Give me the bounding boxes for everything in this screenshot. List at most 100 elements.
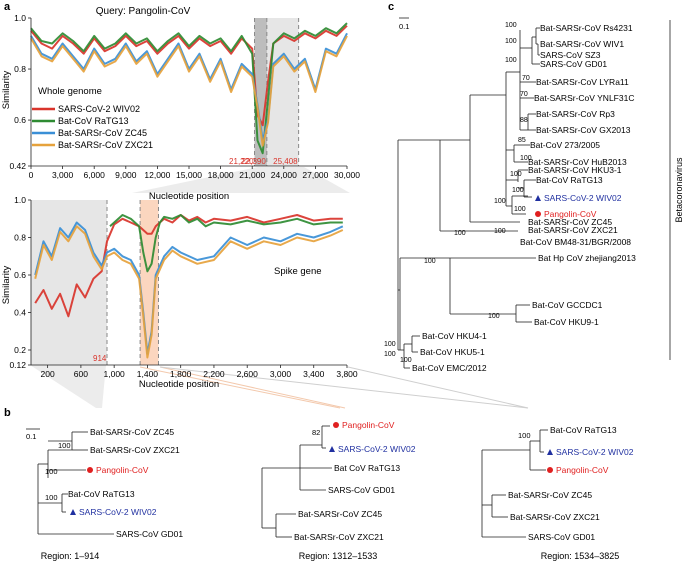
series-line-sars2 xyxy=(34,214,343,318)
tree-taxon: Pangolin-CoV xyxy=(556,465,609,475)
series-line-zxc21 xyxy=(34,225,344,359)
tree-region-2-labels: Pangolin-CoV SARS-CoV-2 WIV02 Bat CoV Ra… xyxy=(294,420,416,561)
x-tick-label: 600 xyxy=(74,369,88,379)
scale-bar-label: 0.1 xyxy=(26,432,36,441)
tree-taxon: Bat-CoV RaTG13 xyxy=(68,489,135,499)
bootstrap-value: 100 xyxy=(510,171,522,178)
tree-taxon: Bat-SARSr-CoV ZC45 xyxy=(528,217,612,227)
x-tick-label: 24,000 xyxy=(271,170,297,180)
panel-label-c: c xyxy=(388,1,394,13)
x-tick-label: 6,000 xyxy=(84,170,106,180)
tree-taxon: Bat-SARSr-CoV GX2013 xyxy=(536,125,631,135)
tree-taxon: SARS-CoV-2 WIV02 xyxy=(544,193,622,203)
zoom-wedge-top xyxy=(132,167,350,193)
series-line-zxc21 xyxy=(30,35,348,147)
zoom-line-region3a xyxy=(159,366,529,409)
tree-region-3-labels: Bat-CoV RaTG13 SARS-CoV-2 WIV02 Pangolin… xyxy=(508,425,634,561)
bootstrap-value: 100 xyxy=(45,493,58,502)
x-tick-label: 30,000 xyxy=(334,170,360,180)
x-tick-label: 3,000 xyxy=(52,170,74,180)
zoom-line-region3b xyxy=(347,366,529,409)
tree-taxon: Bat-CoV 273/2005 xyxy=(530,140,600,150)
tree-taxon: SARS-CoV GD01 xyxy=(328,485,395,495)
whole-genome-chart: 0 3,000 6,000 9,000 12,000 15,000 18,000 21,000… xyxy=(1,6,360,202)
x-tick-label: 3,800 xyxy=(336,369,358,379)
bootstrap-value: 100 xyxy=(424,258,436,265)
y-tick-label: 0.8 xyxy=(14,64,26,74)
tree-taxon: Bat-SARSr-CoV ZXC21 xyxy=(294,532,384,542)
legend-label: Bat-SARSr-CoV ZC45 xyxy=(58,128,147,138)
bootstrap-value: 100 xyxy=(505,57,517,64)
spike-region-label: 914 xyxy=(93,354,107,363)
x-tick-label: 1,000 xyxy=(104,369,126,379)
x-tick-label: 2,600 xyxy=(237,369,259,379)
bootstrap-value: 100 xyxy=(514,206,526,213)
spike-gene-chart: 200 600 1,000 1,400 1,800 2,200 2,600 3,000 3,40… xyxy=(1,195,358,390)
tree-taxon: Bat-SARSr-CoV LYRa11 xyxy=(536,77,629,87)
y-tick-label: 0.6 xyxy=(14,115,26,125)
tree-taxon: Bat-CoV RaTG13 xyxy=(550,425,617,435)
whole-genome-region-label: 25,408 xyxy=(273,157,298,166)
y-tick-label: 0.8 xyxy=(14,233,26,243)
tree-c-labels: 0.1 Bat-SARSr-CoV Rs4231 Bat-SARSr-CoV W… xyxy=(384,22,684,373)
tree-region-1 xyxy=(26,428,114,535)
tree-region-2 xyxy=(261,425,332,538)
tree-taxon: SARS-CoV SZ3 xyxy=(540,50,601,60)
y-tick-label: 0.2 xyxy=(14,345,26,355)
x-tick-label: 12,000 xyxy=(144,170,170,180)
x-tick-label: 21,000 xyxy=(239,170,265,180)
y-tick-label: 0.12 xyxy=(9,360,26,370)
tree-taxon: Pangolin-CoV xyxy=(544,209,597,219)
y-tick-label: 0.4 xyxy=(14,308,26,318)
x-tick-label: 2,200 xyxy=(203,369,225,379)
bootstrap-value: 100 xyxy=(520,155,532,162)
legend-label: Bat-CoV RaTG13 xyxy=(58,116,129,126)
tree-taxon: Bat-SARSr-CoV ZXC21 xyxy=(510,512,600,522)
series-line-sars2 xyxy=(30,24,348,127)
bootstrap-value: 100 xyxy=(512,187,524,194)
tree-taxon: Bat-SARSr-CoV Rp3 xyxy=(536,109,615,119)
y-tick-label: 1.0 xyxy=(14,13,26,23)
bootstrap-value: 85 xyxy=(518,137,526,144)
bootstrap-value: 70 xyxy=(522,75,530,82)
whole-genome-y-label: Similarity xyxy=(1,70,12,109)
x-tick-label: 1,400 xyxy=(137,369,159,379)
tree-taxon: Bat-SARSr-CoV ZC45 xyxy=(298,509,382,519)
bootstrap-value: 100 xyxy=(454,230,466,237)
bootstrap-value: 88 xyxy=(520,117,528,124)
x-tick-label: 9,000 xyxy=(115,170,137,180)
bootstrap-value: 100 xyxy=(505,38,517,45)
tree-taxon: SARS-CoV-2 WIV02 xyxy=(79,507,157,517)
bootstrap-value: 100 xyxy=(494,228,506,235)
x-tick-label: 3,400 xyxy=(303,369,325,379)
y-tick-label: 1.0 xyxy=(14,195,26,205)
bootstrap-value: 70 xyxy=(520,91,528,98)
x-tick-label: 27,000 xyxy=(302,170,328,180)
tree-taxon: Bat-SARSr-CoV Rs4231 xyxy=(540,23,633,33)
tree-taxon: SARS-CoV GD01 xyxy=(116,529,183,539)
tree-taxon: Bat-CoV EMC/2012 xyxy=(412,363,487,373)
pangolin-marker-icon xyxy=(87,467,93,473)
x-tick-label: 200 xyxy=(41,369,55,379)
pangolin-marker-icon xyxy=(333,422,339,428)
series-line-zc45 xyxy=(30,32,348,142)
x-tick-label: 3,000 xyxy=(270,369,292,379)
whole-genome-title: Query: Pangolin-CoV xyxy=(96,6,191,17)
whole-genome-region-label: 21,220 xyxy=(229,157,254,166)
tree-taxon: Bat-SARSr-CoV ZC45 xyxy=(508,490,592,500)
legend-label: SARS-CoV-2 WIV02 xyxy=(58,104,140,114)
tree-c xyxy=(397,17,671,369)
pangolin-marker-icon xyxy=(547,467,553,473)
bootstrap-value: 100 xyxy=(494,198,506,205)
sars2-marker-icon xyxy=(547,449,553,455)
spike-subtitle: Spike gene xyxy=(274,266,322,277)
whole-genome-region-label: 22,390 xyxy=(241,157,266,166)
spike-shade-region1 xyxy=(31,200,108,365)
y-tick-label: 0.42 xyxy=(9,161,26,171)
series-line-ratg13 xyxy=(30,22,348,155)
sars2-marker-icon xyxy=(535,195,541,201)
tree-taxon: Bat-CoV RaTG13 xyxy=(536,175,603,185)
bootstrap-value: 100 xyxy=(400,357,412,364)
tree-taxon: Bat-CoV HKU9-1 xyxy=(534,317,599,327)
